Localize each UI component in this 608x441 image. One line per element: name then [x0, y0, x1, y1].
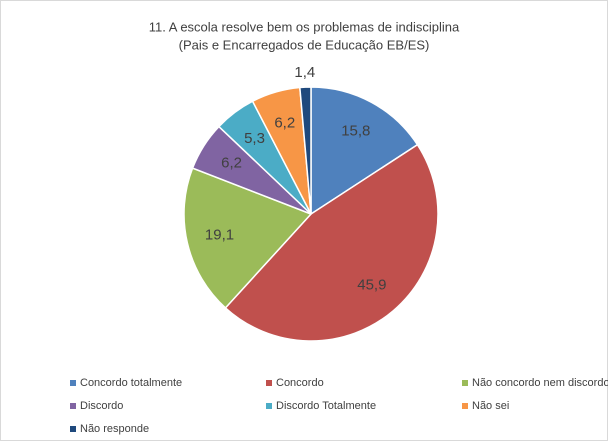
legend-label: Não sei: [472, 400, 509, 412]
data-label: 19,1: [205, 226, 234, 243]
pie-slice: [310, 86, 419, 216]
pie-slice: [183, 167, 313, 309]
data-label: 6,2: [221, 155, 242, 172]
legend-label: Concordo totalmente: [80, 377, 182, 389]
chart-subtitle: (Pais e Encarregados de Educação EB/ES): [179, 37, 430, 52]
legend-swatch: [266, 403, 272, 409]
chart-title: 11. A escola resolve bem os problemas de…: [149, 19, 460, 34]
pie-slice: [299, 86, 312, 215]
data-label: 6,2: [274, 115, 295, 132]
data-label: 1,4: [294, 64, 315, 81]
legend-swatch: [462, 403, 468, 409]
legend-label: Discordo: [80, 400, 123, 412]
legend-label: Concordo: [276, 377, 324, 389]
legend-swatch: [70, 403, 76, 409]
legend-label: Não concordo nem discordo: [472, 377, 608, 389]
legend-label: Discordo Totalmente: [276, 400, 376, 412]
pie-slice: [224, 143, 439, 342]
legend-swatch: [266, 380, 272, 386]
legend-swatch: [70, 426, 76, 432]
data-label: 15,8: [341, 122, 370, 139]
data-label: 5,3: [244, 130, 265, 147]
legend-swatch: [462, 380, 468, 386]
legend-swatch: [70, 380, 76, 386]
data-label: 45,9: [357, 277, 386, 294]
legend-label: Não responde: [80, 423, 149, 435]
